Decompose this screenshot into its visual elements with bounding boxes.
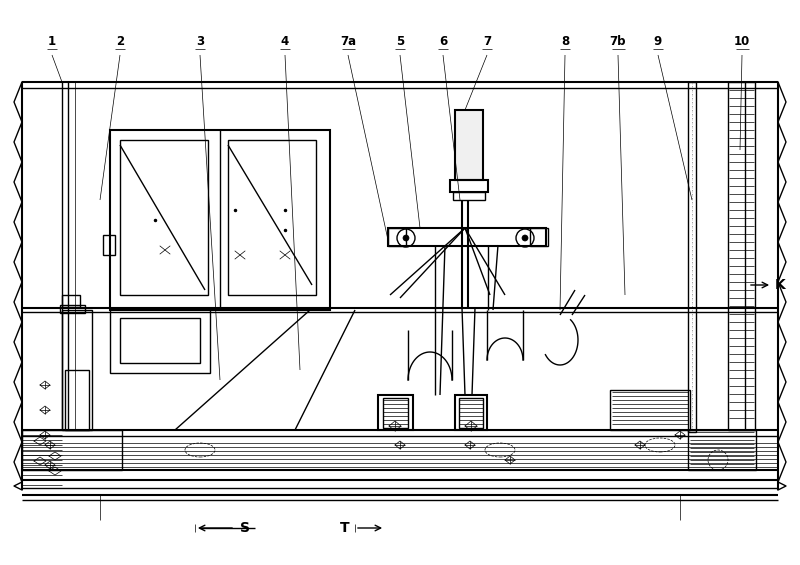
Bar [388, 228, 546, 246]
Bar [65, 370, 89, 430]
Text: 10: 10 [734, 35, 750, 48]
Circle shape [403, 235, 409, 241]
Bar [383, 398, 408, 428]
Text: 7a: 7a [340, 35, 356, 48]
Bar [60, 305, 85, 313]
Bar [455, 395, 487, 430]
Text: 1: 1 [48, 35, 56, 48]
Bar [453, 192, 485, 200]
Bar [459, 398, 483, 428]
Text: K: K [775, 278, 786, 292]
Bar [688, 82, 696, 432]
Text: 7b: 7b [610, 35, 626, 48]
Text: 2: 2 [116, 35, 124, 48]
Bar [450, 180, 488, 192]
Bar [62, 310, 92, 430]
Bar [388, 228, 406, 246]
Bar [530, 228, 548, 246]
Bar [120, 318, 200, 363]
Text: 6: 6 [439, 35, 447, 48]
Text: S: S [240, 521, 250, 535]
Bar [120, 140, 208, 295]
Bar [22, 430, 122, 470]
Bar [103, 235, 115, 255]
Bar [228, 140, 316, 295]
Bar [378, 395, 413, 430]
Circle shape [522, 235, 528, 241]
Bar [62, 295, 80, 307]
Text: T: T [340, 521, 350, 535]
Text: 5: 5 [396, 35, 404, 48]
Text: 9: 9 [654, 35, 662, 48]
Bar [110, 308, 210, 373]
Bar [610, 390, 690, 430]
Bar [110, 130, 330, 310]
Bar [688, 430, 756, 470]
Bar [455, 110, 483, 180]
Text: 3: 3 [196, 35, 204, 48]
Text: 4: 4 [281, 35, 289, 48]
Text: 7: 7 [483, 35, 491, 48]
Text: 8: 8 [561, 35, 569, 48]
